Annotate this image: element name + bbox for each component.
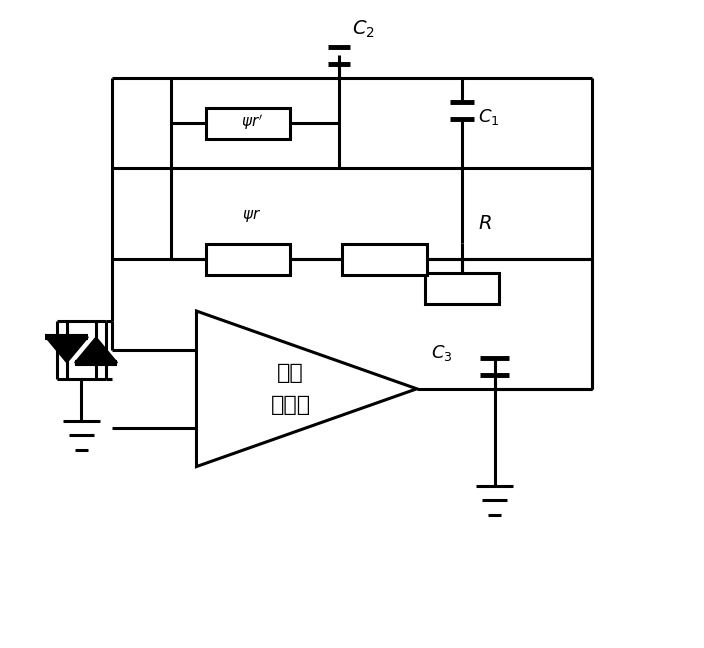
Text: 放大器: 放大器 — [270, 395, 310, 415]
Text: $C_1$: $C_1$ — [478, 107, 500, 126]
Bar — [206, 244, 291, 275]
Text: $R$: $R$ — [478, 214, 492, 233]
Text: $\psi r'$: $\psi r'$ — [241, 113, 263, 132]
Text: 运算: 运算 — [277, 363, 304, 382]
Polygon shape — [75, 337, 118, 363]
Bar — [425, 273, 499, 304]
Text: $\psi r$: $\psi r$ — [242, 207, 261, 224]
Text: $C_3$: $C_3$ — [431, 343, 453, 363]
Polygon shape — [46, 337, 88, 363]
Bar — [206, 108, 291, 139]
Text: $C_2$: $C_2$ — [352, 19, 375, 40]
Bar — [342, 244, 427, 275]
